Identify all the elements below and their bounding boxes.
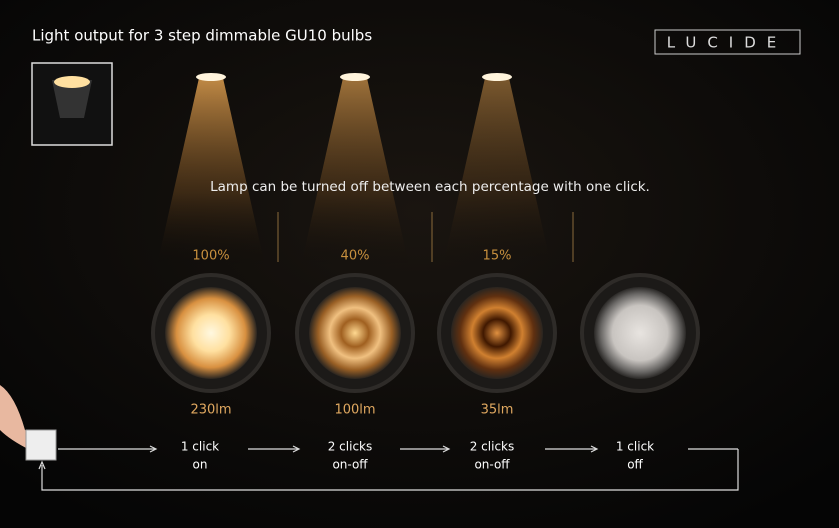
percentage: 40% (341, 249, 370, 264)
action: on-off (474, 458, 510, 472)
bulb (594, 287, 686, 379)
logo: LUCIDE (667, 34, 788, 52)
percentage: 15% (483, 249, 512, 264)
percentage: 100% (192, 249, 229, 264)
bulb (309, 287, 401, 379)
lumen: 35lm (481, 403, 514, 418)
clicks: 2 clicks (470, 440, 515, 454)
clicks: 2 clicks (328, 440, 373, 454)
bulb-icon-light (54, 76, 90, 88)
action: on-off (332, 458, 368, 472)
lumen: 230lm (190, 403, 231, 418)
lamp (482, 73, 512, 81)
clicks: 1 click (616, 440, 654, 454)
clicks: 1 click (181, 440, 219, 454)
action: off (627, 458, 643, 472)
lamp (196, 73, 226, 81)
action: on (193, 458, 208, 472)
lamp (340, 73, 370, 81)
bulb (451, 287, 543, 379)
title: Light output for 3 step dimmable GU10 bu… (32, 27, 372, 45)
infographic: Light output for 3 step dimmable GU10 bu… (0, 0, 839, 528)
note: Lamp can be turned off between each perc… (210, 179, 650, 195)
bulb (165, 287, 257, 379)
lumen: 100lm (334, 403, 375, 418)
switch (26, 430, 56, 460)
